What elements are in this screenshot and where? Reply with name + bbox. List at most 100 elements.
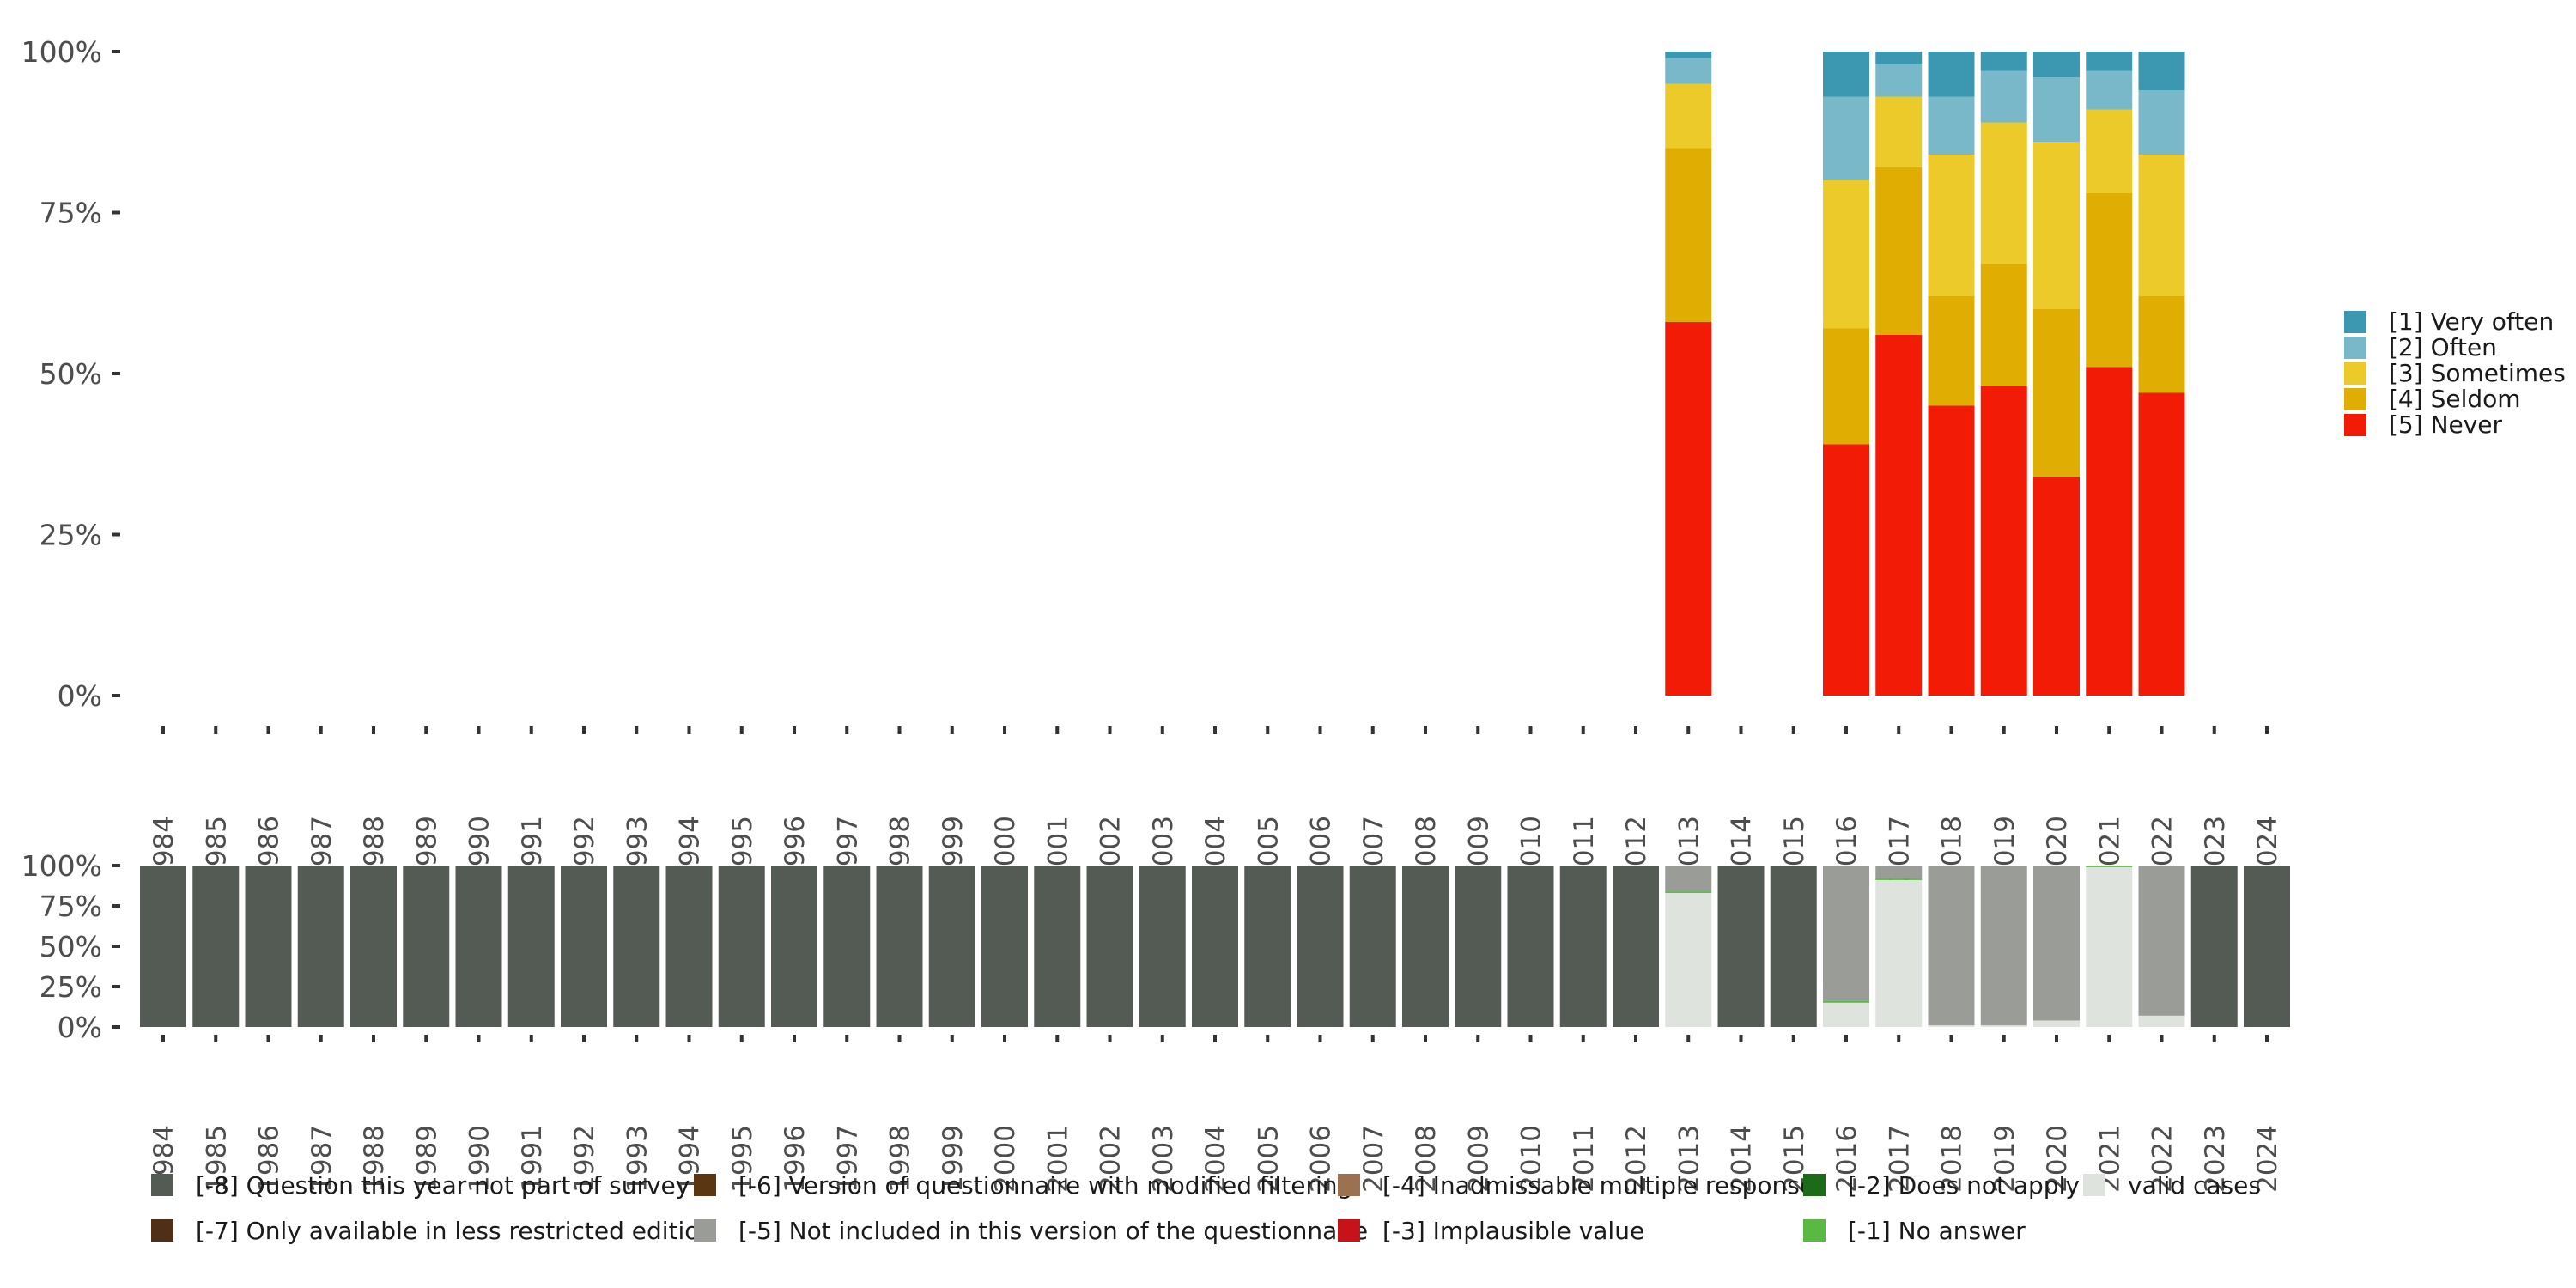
top-bar-segment	[1823, 96, 1869, 180]
bottom-legend-swatch	[1338, 1219, 1360, 1242]
top-bar-segment	[2086, 109, 2133, 193]
bottom-x-tick-label: 1996	[780, 1125, 811, 1193]
top-bar-segment	[2138, 155, 2185, 296]
top-bar-segment	[2086, 52, 2133, 71]
bottom-x-tick-label: 2018	[1937, 1125, 1968, 1193]
bottom-x-tick-label: 2008	[1411, 1125, 1442, 1193]
top-bar-segment	[1980, 52, 2027, 71]
top-bar-segment	[1823, 52, 1869, 97]
bottom-bar-segment	[1823, 1000, 1869, 1003]
top-legend-label: [2] Often	[2389, 333, 2497, 361]
bottom-bar-segment	[507, 866, 555, 1027]
bottom-bar-segment	[1297, 866, 1344, 1027]
bottom-bar-segment	[1665, 891, 1712, 893]
bottom-legend-label: [-3] Implausible value	[1382, 1217, 1644, 1245]
bottom-y-tick-label: 100%	[21, 849, 102, 883]
top-bar-segment	[1875, 335, 1923, 696]
bottom-chart-legend: [-8] Question this year not part of surv…	[151, 1171, 2261, 1245]
bottom-bar-segment	[2033, 1020, 2080, 1027]
bottom-bar-segment	[718, 866, 765, 1027]
top-bar-segment	[2033, 309, 2080, 477]
top-bar-segment	[1665, 58, 1712, 84]
top-bar-segment	[2086, 193, 2133, 368]
bottom-bar-segment	[1980, 1025, 2027, 1027]
bottom-bar-segment	[561, 866, 607, 1027]
bottom-x-tick-label: 2000	[990, 1125, 1021, 1193]
bottom-x-tick-label: 1986	[254, 1125, 285, 1193]
top-y-tick-label: 0%	[58, 679, 102, 713]
top-bar-segment	[1928, 96, 1975, 155]
top-bar-segment	[1823, 328, 1869, 445]
bottom-bar-segment	[1665, 866, 1712, 892]
top-bar-segment	[1980, 122, 2027, 264]
bottom-x-tick-label: 1992	[569, 1125, 600, 1193]
top-legend-label: [4] Seldom	[2389, 385, 2521, 413]
bottom-legend-label: [-1] No answer	[1848, 1217, 2026, 1245]
bottom-legend-swatch	[1803, 1219, 1826, 1242]
bottom-bar-segment	[1717, 866, 1765, 1027]
bottom-y-tick-label: 25%	[39, 970, 102, 1004]
bottom-x-tick-label: 2013	[1674, 1125, 1704, 1193]
top-bar-segment	[1665, 322, 1712, 696]
bottom-x-tick-label: 2006	[1306, 1125, 1337, 1193]
bottom-x-tick-label: 2012	[1621, 1125, 1652, 1193]
bottom-bar-segment	[1559, 866, 1607, 1027]
bottom-bar-segment	[1349, 866, 1396, 1027]
top-bar-segment	[1665, 148, 1712, 322]
bottom-bar-segment	[140, 866, 186, 1027]
bottom-x-tick-label: 1990	[465, 1125, 495, 1193]
bottom-x-tick-label: 2022	[2148, 1125, 2178, 1193]
bottom-bar-segment	[1980, 866, 2027, 1026]
bottom-bar-segment	[1665, 892, 1712, 1027]
bottom-legend-label: [-7] Only available in less restricted e…	[196, 1217, 714, 1245]
bottom-x-tick-label: 2020	[2042, 1125, 2073, 1193]
bottom-bar-segment	[2190, 866, 2238, 1027]
bottom-legend-swatch	[2083, 1174, 2105, 1196]
bottom-bar-segment	[1823, 866, 1869, 1001]
bottom-legend-label: [-2] Does not apply	[1848, 1171, 2080, 1200]
top-y-tick-label: 25%	[39, 519, 102, 552]
bottom-x-tick-label: 1991	[517, 1125, 548, 1193]
bottom-bar-segment	[1770, 866, 1817, 1027]
top-bar-segment	[1875, 167, 1923, 335]
bottom-legend-swatch	[694, 1174, 716, 1196]
bottom-bar-segment	[2138, 1015, 2185, 1027]
top-legend-swatch	[2344, 414, 2366, 436]
top-bar-segment	[2138, 90, 2185, 155]
bottom-legend-label: [-8] Question this year not part of surv…	[196, 1171, 690, 1200]
bottom-bar-segment	[192, 866, 240, 1027]
top-bar-segment	[1875, 52, 1923, 64]
top-bar-segment	[2033, 142, 2080, 309]
top-bar-segment	[2086, 70, 2133, 110]
bottom-x-tick-label: 2001	[1042, 1125, 1073, 1193]
top-legend-label: [3] Sometimes	[2389, 359, 2566, 387]
bottom-bar-segment	[350, 866, 397, 1027]
top-bar-segment	[2033, 77, 2080, 142]
bottom-legend-swatch	[1803, 1174, 1826, 1196]
bottom-x-tick-label: 1993	[622, 1125, 653, 1193]
bottom-legend-label: [-4] Inadmissable multiple response	[1382, 1171, 1814, 1200]
top-bar-segment	[1928, 296, 1975, 406]
top-bar-segment	[1875, 64, 1923, 97]
bottom-x-tick-label: 2017	[1884, 1125, 1915, 1193]
bottom-bar-segment	[1507, 866, 1554, 1027]
bottom-x-tick-label: 2002	[1096, 1125, 1127, 1193]
top-legend-swatch	[2344, 362, 2366, 385]
bottom-x-tick-label: 2007	[1358, 1125, 1389, 1193]
bottom-bar-segment	[1244, 866, 1291, 1027]
bottom-bar-segment	[245, 866, 292, 1027]
bottom-x-tick-label: 2014	[1727, 1125, 1758, 1193]
bottom-bar-segment	[1875, 866, 1923, 879]
bottom-bar-segment	[2086, 866, 2133, 1027]
bottom-x-tick-label: 1999	[938, 1125, 969, 1193]
bottom-bar-segment	[1139, 866, 1186, 1027]
bottom-x-tick-label: 1998	[885, 1125, 916, 1193]
top-bar-segment	[1980, 386, 2027, 696]
bottom-bar-segment	[297, 866, 344, 1027]
top-bar-segment	[2033, 477, 2080, 696]
bottom-y-tick-label: 50%	[39, 930, 102, 963]
bottom-x-tick-label: 2005	[1253, 1125, 1284, 1193]
bottom-x-tick-label: 1989	[411, 1125, 442, 1193]
bottom-bar-segment	[455, 866, 502, 1027]
